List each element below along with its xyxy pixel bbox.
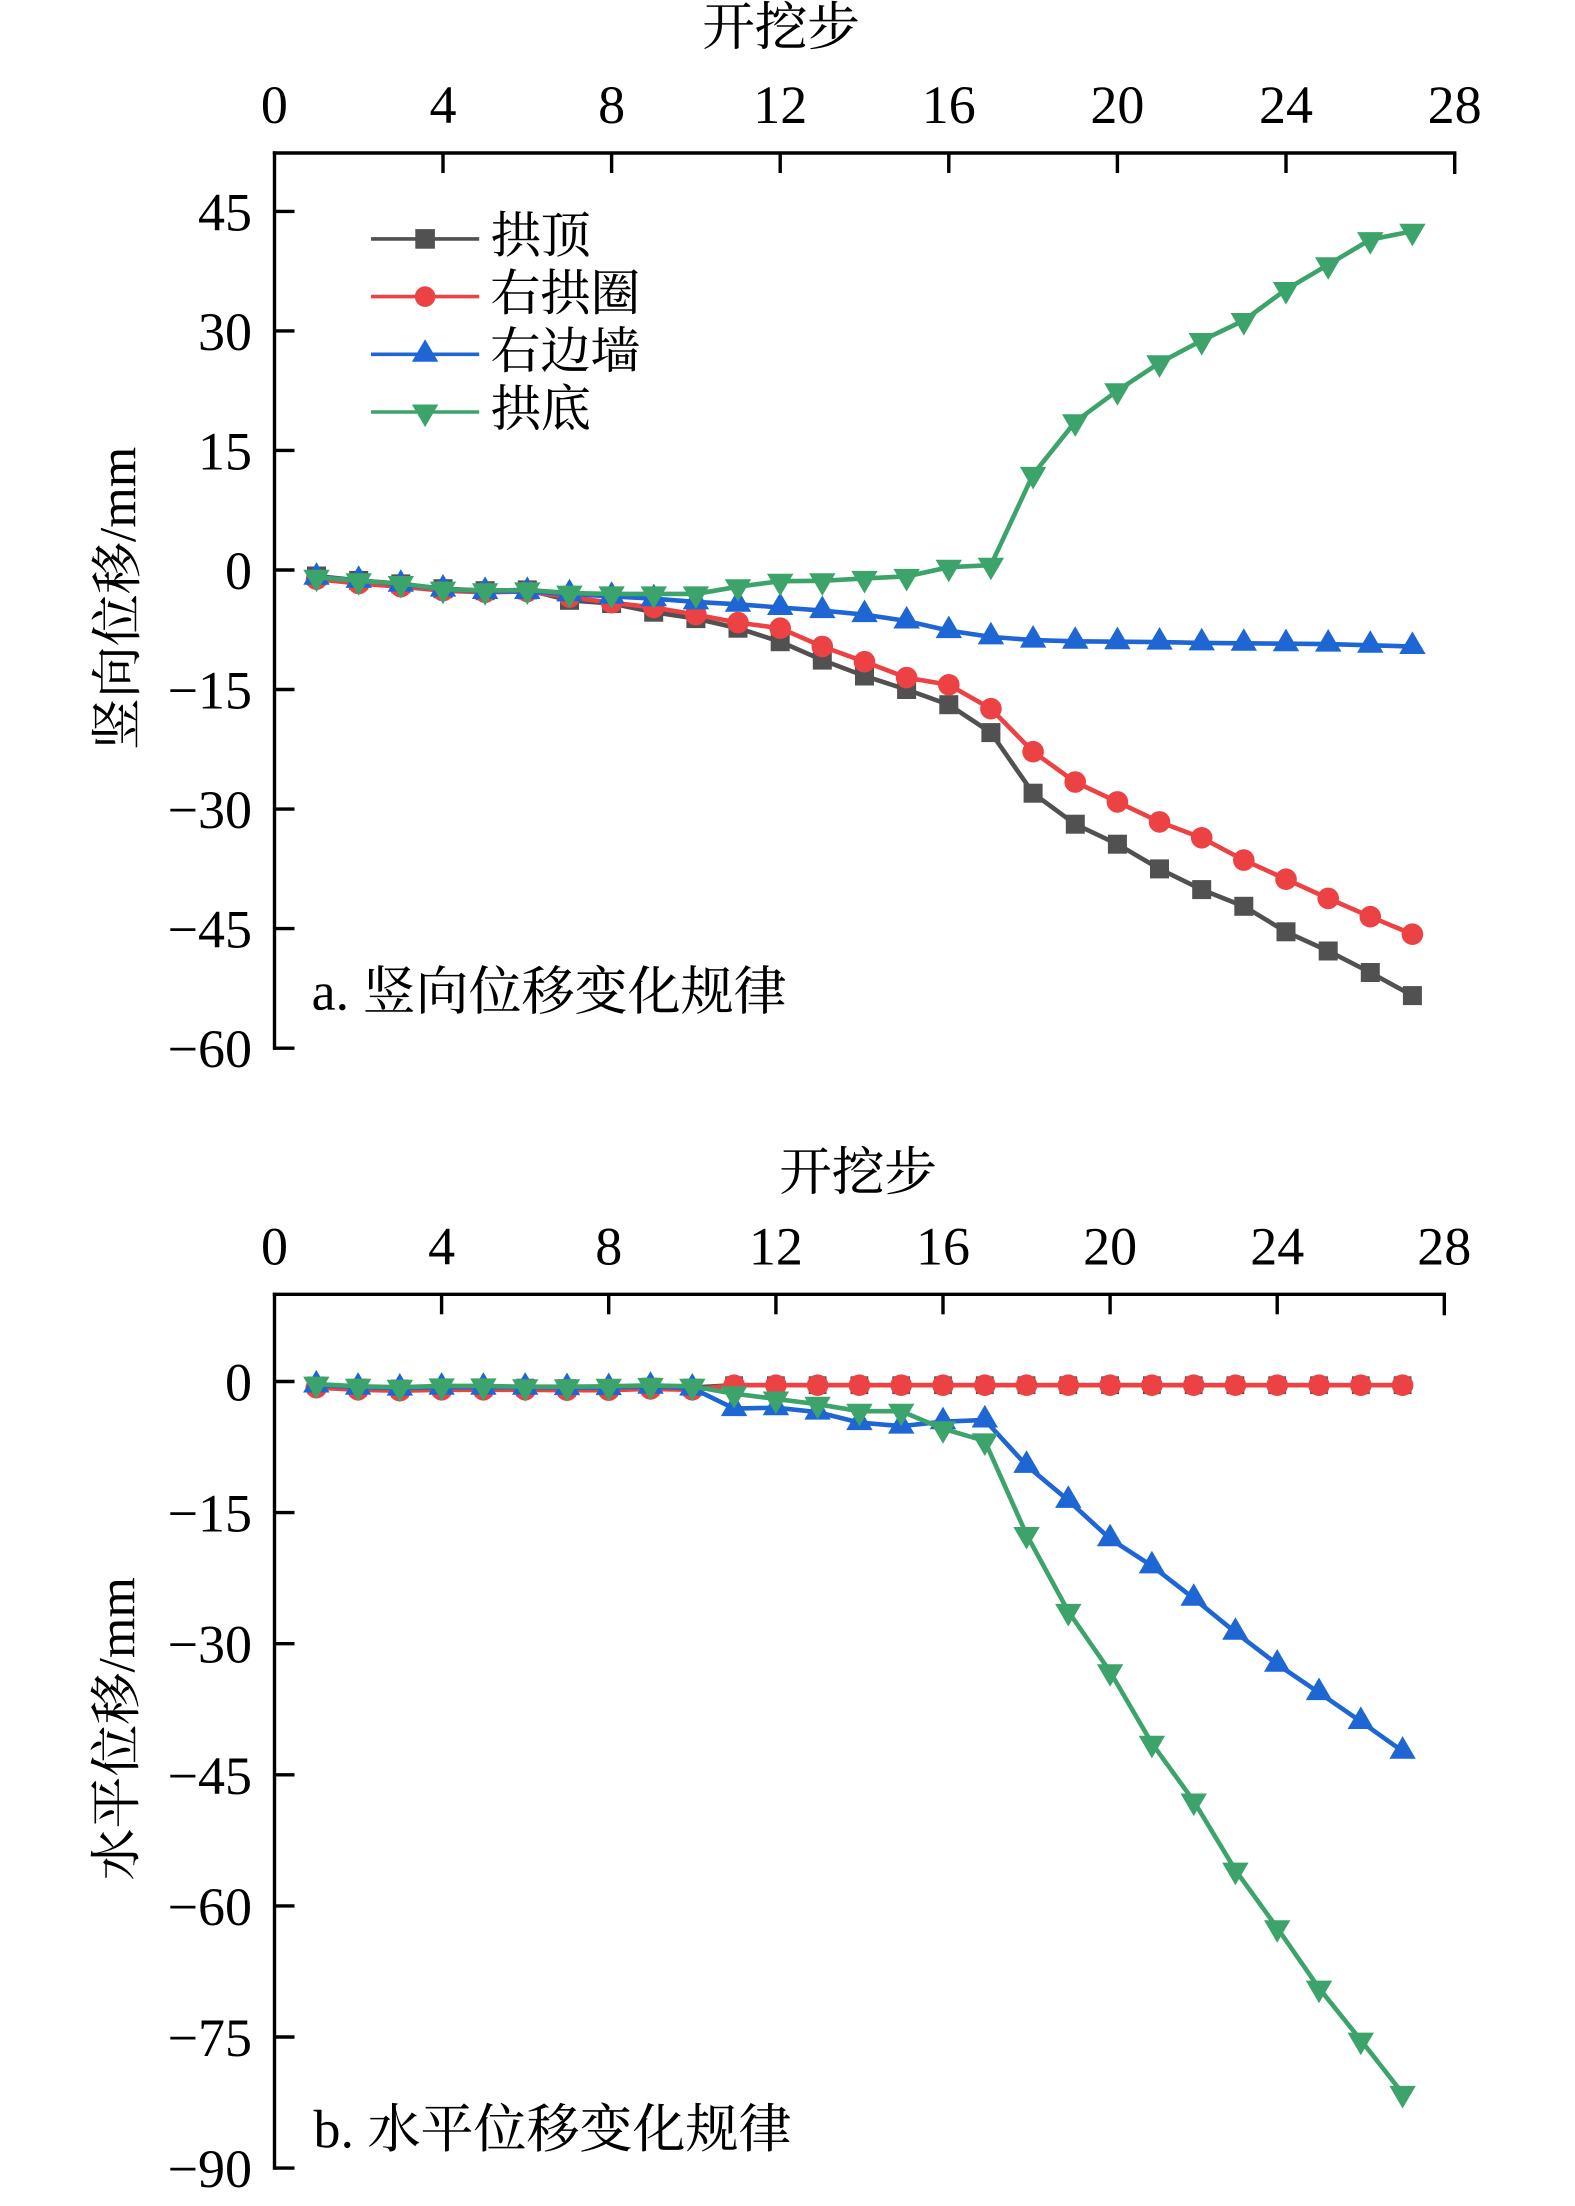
svg-text:0: 0 <box>261 1217 288 1277</box>
svg-text:−45: −45 <box>168 1746 252 1806</box>
svg-text:−15: −15 <box>168 661 252 721</box>
svg-text:16: 16 <box>922 75 976 135</box>
svg-text:4: 4 <box>428 1217 455 1277</box>
svg-text:−30: −30 <box>168 1615 252 1675</box>
svg-text:8: 8 <box>595 1217 622 1277</box>
svg-text:−90: −90 <box>168 2139 252 2199</box>
svg-text:30: 30 <box>198 302 252 362</box>
svg-text:4: 4 <box>430 75 457 135</box>
svg-text:24: 24 <box>1259 75 1313 135</box>
svg-text:12: 12 <box>753 75 807 135</box>
svg-text:16: 16 <box>916 1217 970 1277</box>
svg-text:20: 20 <box>1083 1217 1137 1277</box>
svg-text:−75: −75 <box>168 2008 252 2068</box>
svg-text:−30: −30 <box>168 780 252 840</box>
svg-text:−60: −60 <box>168 1877 252 1937</box>
svg-text:12: 12 <box>749 1217 803 1277</box>
svg-text:15: 15 <box>198 421 252 481</box>
svg-text:8: 8 <box>598 75 625 135</box>
svg-text:−45: −45 <box>168 900 252 960</box>
svg-text:20: 20 <box>1090 75 1144 135</box>
svg-text:24: 24 <box>1250 1217 1304 1277</box>
svg-text:28: 28 <box>1417 1217 1471 1277</box>
svg-text:0: 0 <box>225 541 252 601</box>
svg-text:45: 45 <box>198 182 252 242</box>
svg-text:0: 0 <box>225 1353 252 1413</box>
svg-text:−60: −60 <box>168 1019 252 1079</box>
svg-text:0: 0 <box>261 75 288 135</box>
svg-text:−15: −15 <box>168 1484 252 1544</box>
svg-text:28: 28 <box>1428 75 1482 135</box>
